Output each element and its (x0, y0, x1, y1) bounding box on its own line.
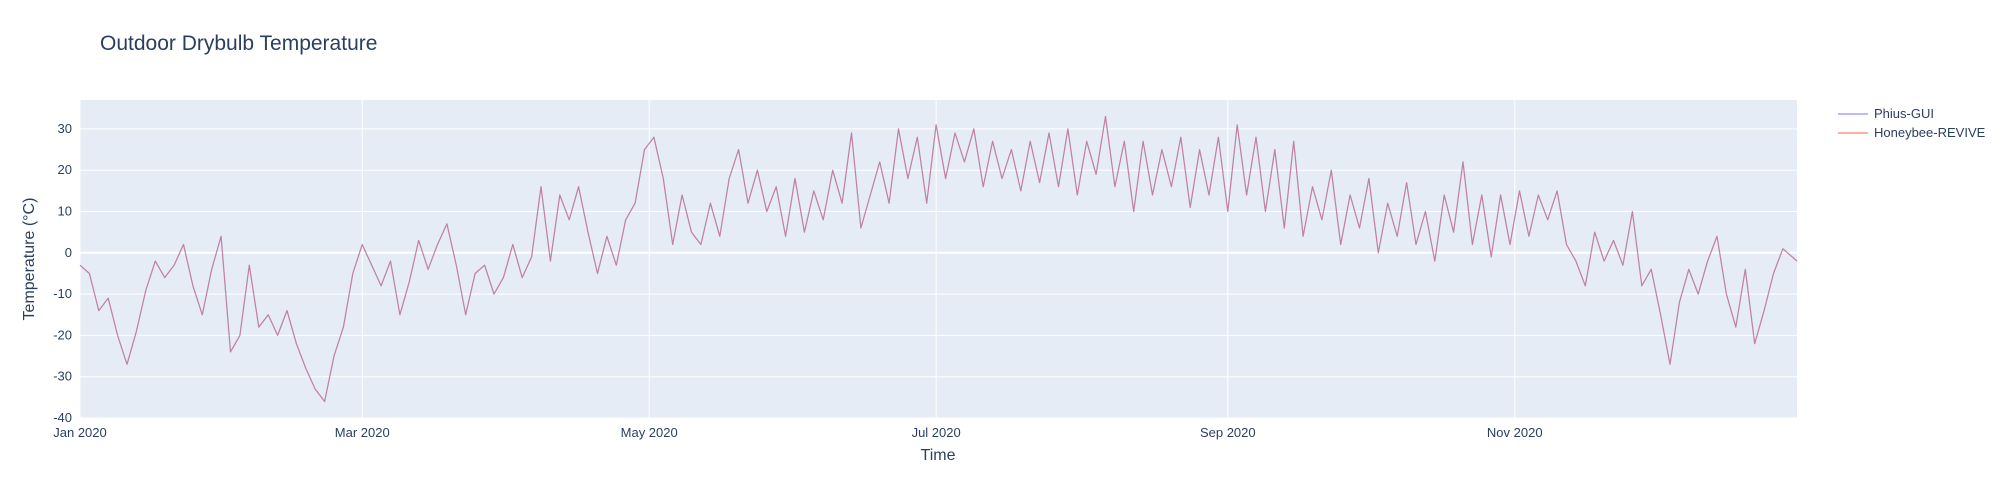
y-axis-title: Temperature (°C) (21, 198, 38, 321)
x-tick-label: Nov 2020 (1487, 425, 1543, 440)
x-tick-label: Sep 2020 (1200, 425, 1256, 440)
series-layer (79, 115, 1798, 403)
x-tick-label: May 2020 (621, 425, 678, 440)
y-tick-label: -40 (53, 410, 72, 425)
y-tick-label: 0 (65, 245, 72, 260)
legend-label: Phius-GUI (1874, 106, 1934, 121)
x-gridlines (79, 100, 1516, 418)
legend-item[interactable]: Phius-GUI (1838, 106, 1934, 121)
x-tick-label: Mar 2020 (335, 425, 390, 440)
y-tick-label: 30 (58, 121, 72, 136)
chart-title: Outdoor Drybulb Temperature (100, 32, 377, 55)
y-axis-ticks: -40 -30 -20 -10 0 10 20 30 (53, 121, 72, 425)
x-axis-title: Time (921, 447, 956, 464)
x-tick-label: Jul 2020 (912, 425, 961, 440)
x-axis-ticks: Jan 2020 Mar 2020 May 2020 Jul 2020 Sep 2020… (53, 425, 1542, 440)
legend-item[interactable]: Honeybee-REVIVE (1838, 125, 1986, 140)
plot-area[interactable] (80, 100, 1797, 418)
y-tick-label: -10 (53, 286, 72, 301)
legend-label: Honeybee-REVIVE (1874, 125, 1986, 140)
y-tick-label: -30 (53, 369, 72, 384)
legend[interactable]: Phius-GUI Honeybee-REVIVE (1838, 106, 1986, 140)
y-tick-label: -20 (53, 327, 72, 342)
y-tick-label: 10 (58, 204, 72, 219)
x-tick-label: Jan 2020 (53, 425, 107, 440)
series-line-1[interactable] (79, 115, 1798, 403)
y-tick-label: 20 (58, 162, 72, 177)
series-line-2[interactable] (79, 115, 1798, 403)
